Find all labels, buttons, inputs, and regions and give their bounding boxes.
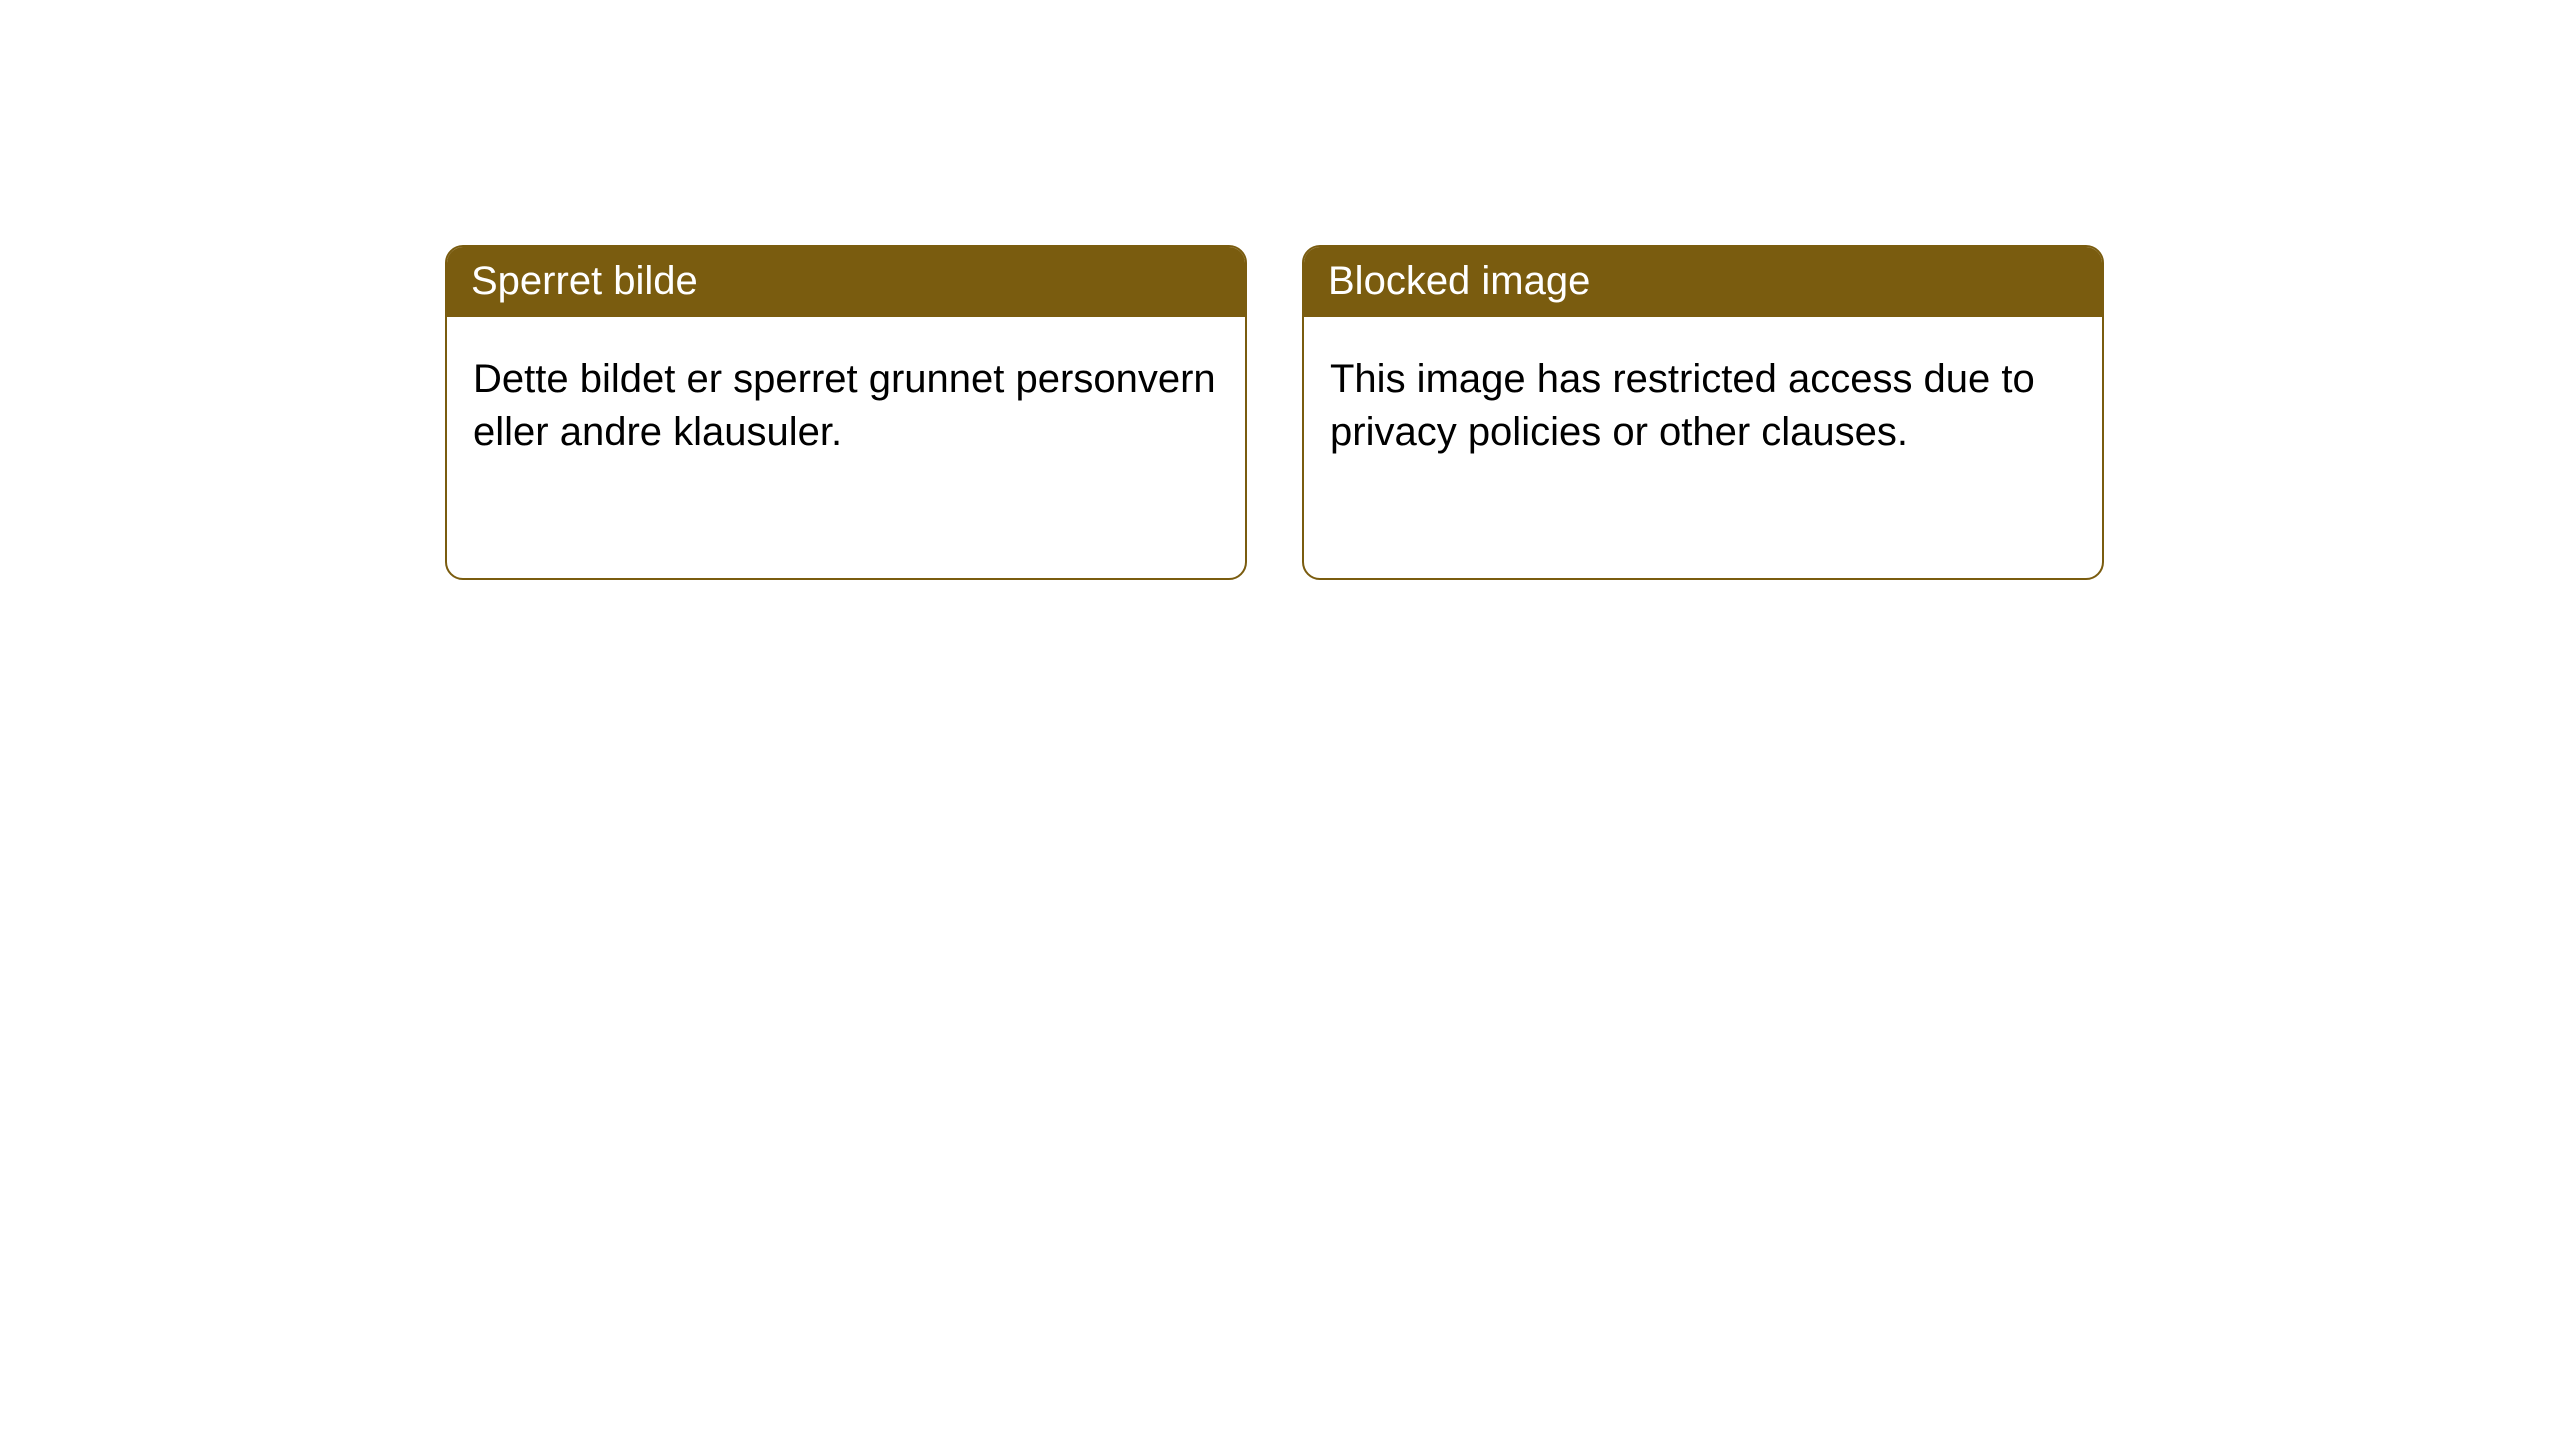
notice-card-english: Blocked image This image has restricted … xyxy=(1302,245,2104,580)
notice-title-norwegian: Sperret bilde xyxy=(447,247,1245,317)
notice-container: Sperret bilde Dette bildet er sperret gr… xyxy=(0,0,2560,580)
notice-card-norwegian: Sperret bilde Dette bildet er sperret gr… xyxy=(445,245,1247,580)
notice-body-english: This image has restricted access due to … xyxy=(1304,317,2102,495)
notice-body-norwegian: Dette bildet er sperret grunnet personve… xyxy=(447,317,1245,495)
notice-title-english: Blocked image xyxy=(1304,247,2102,317)
